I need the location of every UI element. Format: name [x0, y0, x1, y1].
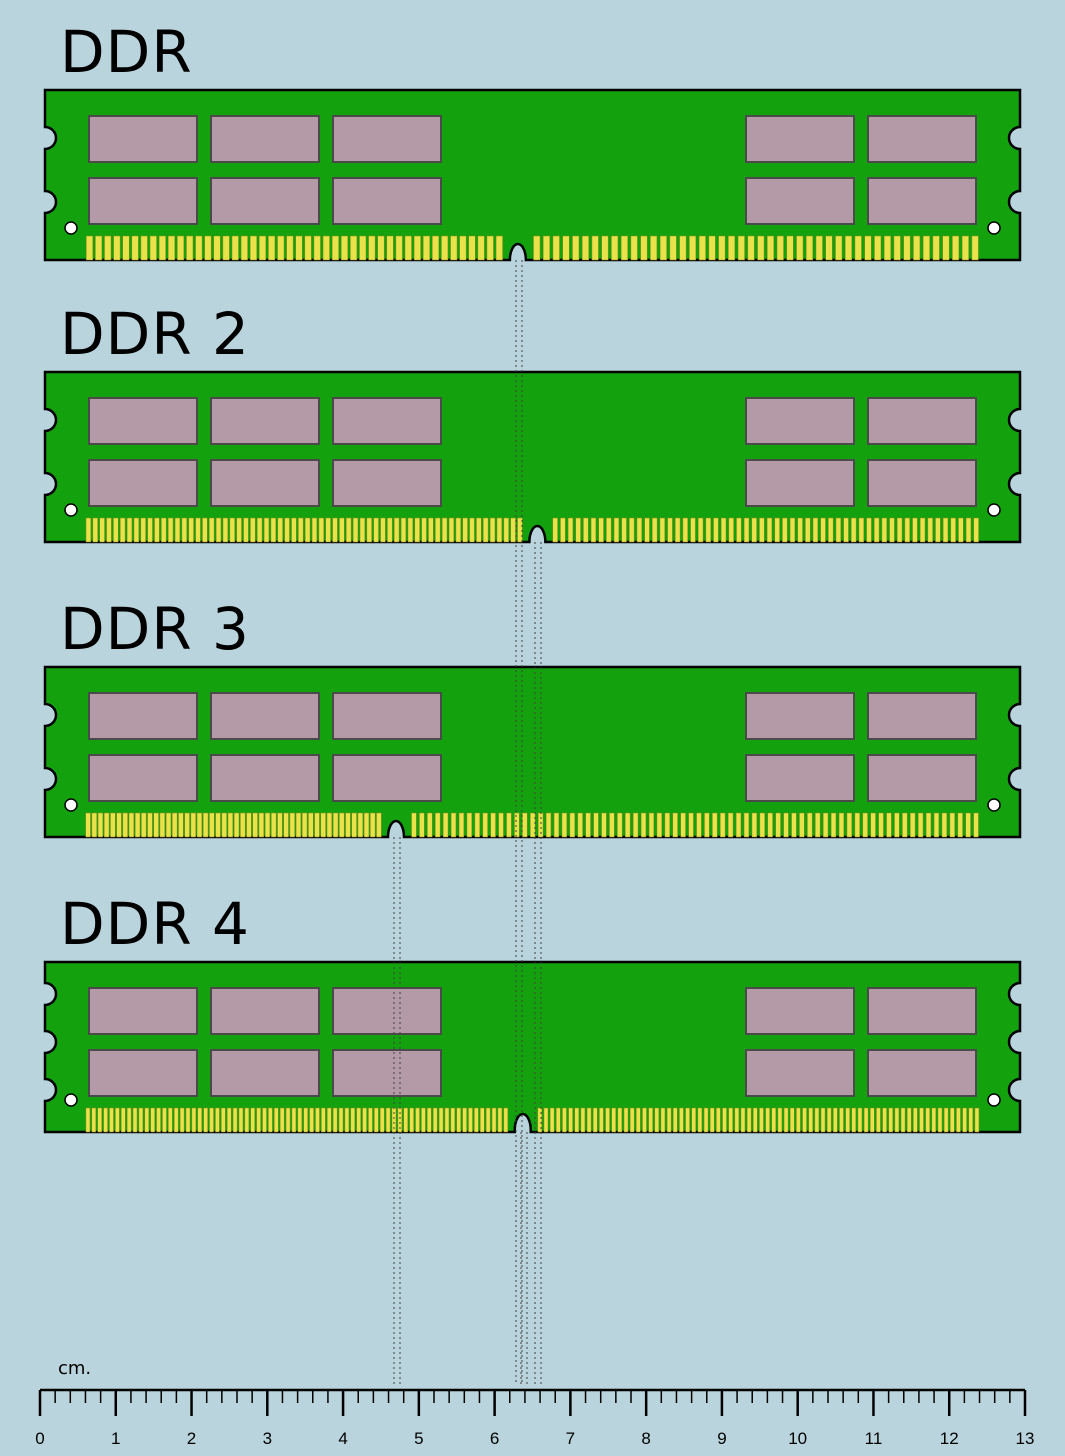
svg-text:8: 8 [641, 1429, 650, 1448]
svg-text:7: 7 [566, 1429, 575, 1448]
svg-text:10: 10 [788, 1429, 807, 1448]
svg-text:9: 9 [717, 1429, 726, 1448]
ruler-unit-label: cm. [58, 1358, 91, 1379]
ddr-comparison-diagram: { "palette": { "background": "#b9d4dc", … [0, 0, 1065, 1456]
svg-text:12: 12 [940, 1429, 959, 1448]
ddr2-title: DDR 2 [60, 300, 250, 368]
ddr3-title: DDR 3 [60, 595, 250, 663]
svg-text:3: 3 [263, 1429, 272, 1448]
ddr1-module [0, 85, 1065, 285]
cm-ruler: 012345678910111213 [0, 1380, 1065, 1456]
svg-text:13: 13 [1016, 1429, 1035, 1448]
svg-text:5: 5 [414, 1429, 423, 1448]
ddr2-module [0, 367, 1065, 567]
ddr4-title: DDR 4 [60, 890, 250, 958]
svg-text:2: 2 [187, 1429, 196, 1448]
ddr1-title: DDR [60, 18, 193, 86]
svg-text:6: 6 [490, 1429, 499, 1448]
svg-text:11: 11 [865, 1429, 883, 1448]
ddr4-module [0, 957, 1065, 1157]
svg-text:4: 4 [338, 1429, 347, 1448]
svg-text:0: 0 [35, 1429, 44, 1448]
svg-text:1: 1 [111, 1429, 120, 1448]
ddr3-module [0, 662, 1065, 862]
